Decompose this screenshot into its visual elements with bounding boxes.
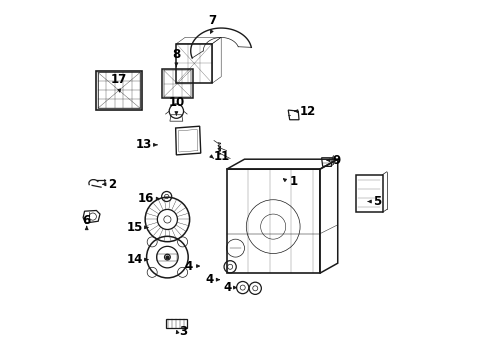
Bar [176,44,212,83]
Text: 8: 8 [172,48,180,60]
Text: 4: 4 [205,273,214,286]
Text: 14: 14 [126,253,142,266]
Bar [355,175,382,212]
Text: 3: 3 [179,325,186,338]
Bar [165,319,187,328]
Bar [157,253,177,261]
Text: 5: 5 [372,195,381,208]
Text: 7: 7 [208,14,216,27]
Bar [96,71,142,110]
Text: 6: 6 [82,213,91,226]
Text: 4: 4 [184,260,192,273]
Bar [163,70,190,97]
Text: 11: 11 [213,150,229,163]
Text: 10: 10 [168,96,184,109]
Text: 2: 2 [108,178,116,191]
Text: 9: 9 [332,154,340,167]
Bar [98,72,140,108]
Text: 13: 13 [136,138,152,151]
Bar [162,69,192,98]
Text: 4: 4 [223,281,231,294]
Text: 15: 15 [126,221,142,234]
Text: 12: 12 [300,105,316,118]
Text: 1: 1 [289,175,297,188]
Text: 17: 17 [111,73,127,86]
Text: 16: 16 [137,192,153,205]
